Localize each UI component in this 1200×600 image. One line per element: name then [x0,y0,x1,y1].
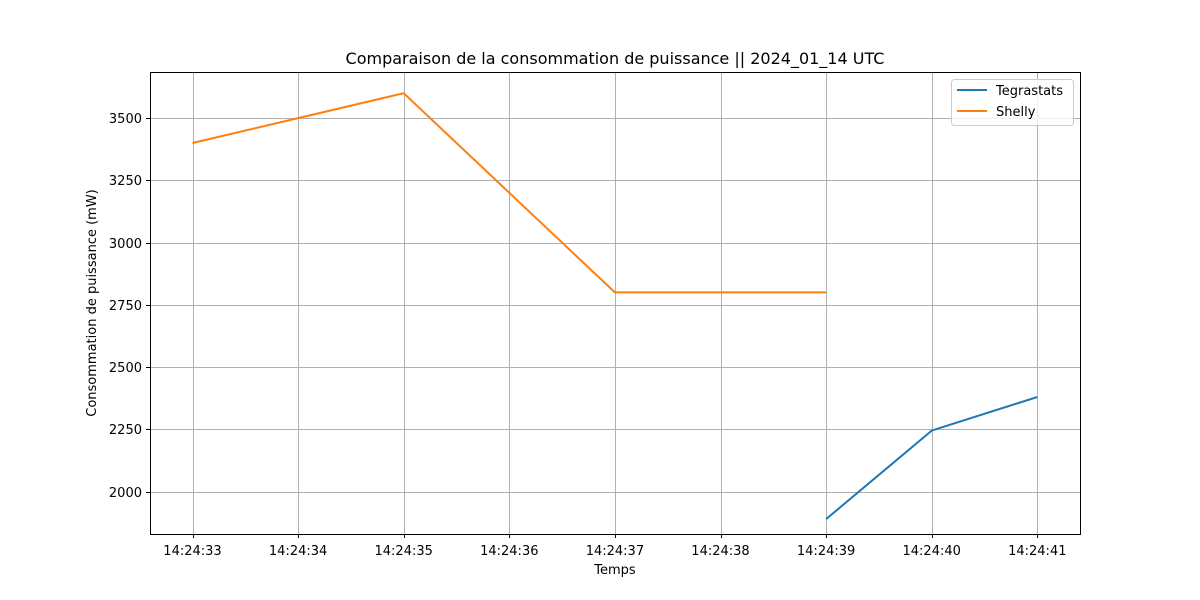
x-tick-label: 14:24:41 [1008,544,1066,559]
y-tick-label: 2000 [109,486,142,501]
chart-title: Comparaison de la consommation de puissa… [346,49,885,69]
y-tick-label: 2250 [109,423,142,438]
y-tick-label: 2750 [109,299,142,314]
x-axis-label: Temps [593,563,636,578]
y-tick-label: 3250 [109,174,142,189]
legend-label-shelly: Shelly [996,105,1036,120]
y-tick-label: 3500 [109,112,142,127]
legend: Tegrastats Shelly [951,79,1074,126]
y-tick-label: 3000 [109,237,142,252]
x-tick-label: 14:24:37 [586,544,644,559]
y-axis-label: Consommation de puissance (mW) [85,189,100,417]
y-tick-label: 2500 [109,361,142,376]
series-line-tegrastats [825,396,1038,520]
x-tick-label: 14:24:35 [375,544,433,559]
series-lines [192,92,1038,520]
x-tick-label: 14:24:33 [163,544,221,559]
x-tick-label: 14:24:40 [903,544,961,559]
axis-ticks: 14:24:33 14:24:34 14:24:35 14:24:36 14:24:37… [109,112,1067,559]
x-tick-label: 14:24:38 [691,544,749,559]
x-tick-label: 14:24:34 [269,544,327,559]
series-line-shelly [192,92,827,294]
x-tick-label: 14:24:36 [480,544,538,559]
x-tick-label: 14:24:39 [797,544,855,559]
grid-lines [150,72,1080,534]
legend-label-tegrastats: Tegrastats [995,84,1063,99]
